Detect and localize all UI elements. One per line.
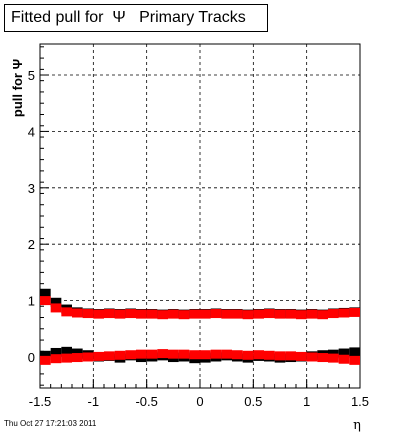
data-point bbox=[61, 353, 72, 363]
plot-frame bbox=[39, 43, 361, 389]
data-point bbox=[264, 350, 275, 360]
data-point bbox=[168, 349, 179, 359]
data-point bbox=[168, 309, 179, 319]
data-point bbox=[50, 354, 62, 364]
x-tick-label: -0.5 bbox=[135, 394, 157, 409]
data-point bbox=[82, 352, 94, 362]
data-point bbox=[221, 309, 232, 319]
data-point bbox=[210, 309, 222, 319]
data-point bbox=[40, 350, 51, 360]
x-tick-label: -1.5 bbox=[29, 394, 51, 409]
data-point bbox=[189, 309, 200, 319]
data-point bbox=[82, 309, 94, 319]
data-point bbox=[157, 310, 168, 320]
data-point bbox=[349, 355, 360, 365]
data-point bbox=[328, 309, 339, 319]
data-point bbox=[328, 353, 339, 363]
data-point bbox=[210, 349, 222, 359]
data-point bbox=[125, 350, 136, 360]
data-point bbox=[232, 309, 243, 319]
data-point bbox=[125, 309, 136, 319]
data-point bbox=[221, 349, 232, 359]
data-point bbox=[104, 309, 115, 319]
data-point bbox=[72, 348, 83, 358]
data-point bbox=[296, 351, 307, 361]
timestamp: Thu Oct 27 17:21:03 2011 bbox=[4, 419, 97, 428]
x-axis-label: η bbox=[353, 418, 361, 433]
x-tick-label: 0 bbox=[196, 394, 203, 409]
data-point bbox=[93, 309, 104, 319]
y-tick-label: 5 bbox=[28, 68, 35, 83]
data-point bbox=[296, 310, 307, 320]
data-point bbox=[189, 350, 200, 360]
data-point bbox=[40, 355, 51, 365]
data-point bbox=[72, 308, 83, 318]
x-tick-label: 0.5 bbox=[244, 394, 262, 409]
y-tick-label: 3 bbox=[28, 181, 35, 196]
x-tick-label: 1 bbox=[303, 394, 310, 409]
x-tick-label: -1 bbox=[88, 394, 100, 409]
data-point bbox=[178, 310, 190, 320]
data-point bbox=[338, 354, 350, 364]
data-point bbox=[50, 303, 62, 313]
data-point bbox=[93, 351, 104, 361]
plot-area bbox=[40, 44, 360, 388]
data-point bbox=[232, 350, 243, 360]
data-point bbox=[317, 310, 328, 320]
data-point bbox=[50, 347, 62, 357]
x-tick-label: 1.5 bbox=[351, 394, 369, 409]
data-point bbox=[349, 307, 360, 317]
data-point bbox=[349, 347, 360, 357]
data-point bbox=[306, 309, 318, 319]
data-point bbox=[253, 309, 264, 319]
data-point bbox=[40, 288, 51, 298]
data-point bbox=[50, 297, 62, 307]
data-point bbox=[200, 309, 211, 319]
data-point bbox=[61, 346, 72, 356]
data-point bbox=[136, 309, 147, 319]
y-tick-label: 2 bbox=[28, 237, 35, 252]
data-point bbox=[306, 352, 318, 362]
data-point bbox=[285, 309, 296, 319]
chart-title: Fitted pull for Ψ Primary Tracks bbox=[4, 4, 268, 32]
data-point bbox=[157, 349, 168, 359]
data-point bbox=[61, 307, 72, 317]
data-point bbox=[274, 309, 286, 319]
data-point bbox=[317, 353, 328, 363]
data-point bbox=[146, 309, 158, 319]
data-point bbox=[253, 350, 264, 360]
data-point bbox=[114, 350, 126, 360]
y-tick-label: 1 bbox=[28, 294, 35, 309]
data-point bbox=[104, 351, 115, 361]
data-point bbox=[178, 349, 190, 359]
data-point bbox=[338, 348, 350, 358]
data-point bbox=[242, 310, 254, 320]
y-tick-label: 4 bbox=[28, 124, 35, 139]
data-point bbox=[146, 349, 158, 359]
data-point bbox=[242, 350, 254, 360]
data-point bbox=[72, 353, 83, 363]
data-point bbox=[285, 351, 296, 361]
data-point bbox=[114, 309, 126, 319]
y-tick-label: 0 bbox=[28, 350, 35, 365]
data-point bbox=[264, 309, 275, 319]
data-point bbox=[40, 296, 51, 306]
data-point bbox=[338, 308, 350, 318]
data-point bbox=[200, 350, 211, 360]
y-axis-label: pull for Ψ bbox=[10, 59, 25, 117]
data-point bbox=[136, 349, 147, 359]
data-point bbox=[274, 351, 286, 361]
